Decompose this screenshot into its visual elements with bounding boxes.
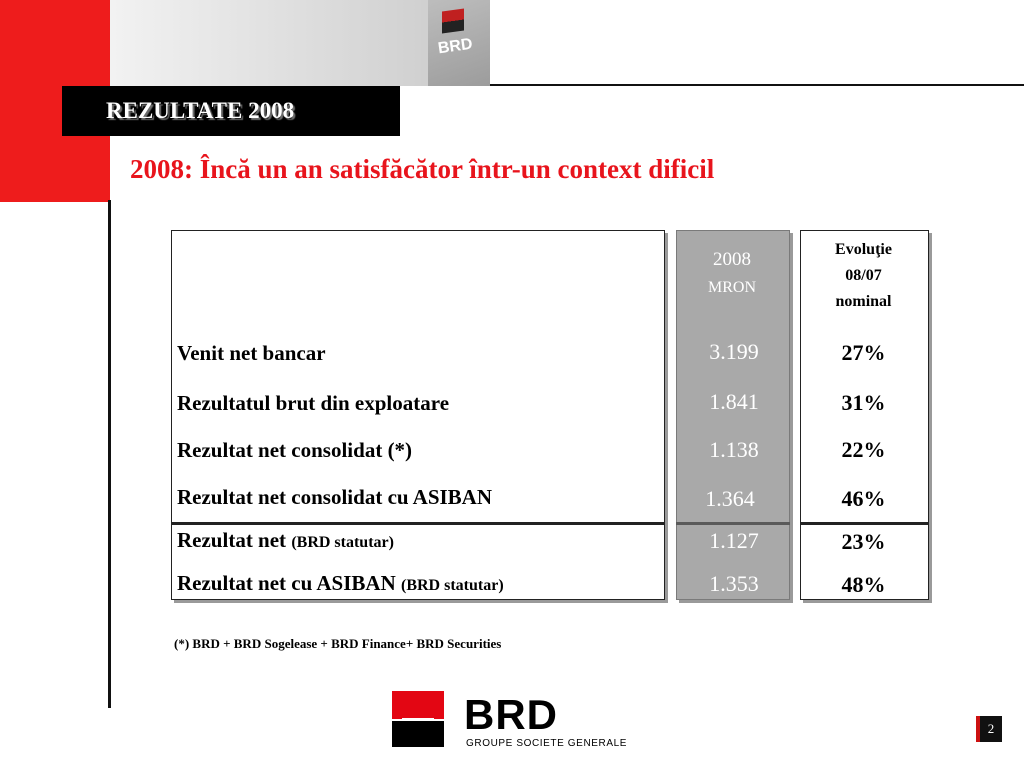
row-label-consolidat-asiban: Rezultat net consolidat cu ASIBAN: [177, 485, 493, 509]
row-evolution-venit: 27%: [841, 340, 886, 365]
brd-logo-bar: [402, 718, 434, 720]
title-bar: REZULTATE 2008: [62, 86, 400, 136]
row-label-net-asiban-statutar: Rezultat net cu ASIBAN (BRD statutar): [177, 571, 504, 595]
page-number: 2: [976, 716, 1002, 742]
row-value-consolidat-asiban: 1.364: [705, 486, 755, 511]
row-label-brut: Rezultatul brut din exploatare: [177, 391, 450, 415]
values-box: [676, 230, 790, 600]
brd-logo-black-square: [392, 721, 444, 747]
footnote: (*) BRD + BRD Sogelease + BRD Finance+ B…: [174, 636, 502, 651]
brd-logo-wordmark: BRD: [464, 691, 558, 738]
evolution-header-line3: nominal: [835, 293, 892, 310]
row-value-brut: 1.841: [709, 389, 759, 414]
row-label-consolidat: Rezultat net consolidat (*): [177, 438, 413, 462]
slide-subtitle: 2008: Încă un an satisfăcător într-un co…: [130, 154, 715, 184]
row-label-net-statutar-suffix: (BRD statutar): [291, 534, 394, 551]
brd-logo-tagline: GROUPE SOCIETE GENERALE: [466, 738, 628, 749]
value-header-unit: MRON: [707, 279, 756, 296]
building-logo-icon: [442, 8, 464, 34]
side-rule: [108, 200, 111, 708]
page-title: REZULTATE 2008: [106, 98, 295, 123]
evolution-separator: [800, 522, 929, 525]
row-evolution-brut: 31%: [841, 390, 886, 415]
brd-logo-red-square: [392, 691, 444, 719]
evolution-box: [800, 230, 929, 600]
row-evolution-consolidat: 22%: [841, 437, 886, 462]
row-value-consolidat: 1.138: [709, 437, 759, 462]
labels-separator: [171, 522, 665, 525]
row-evolution-consolidat-asiban: 46%: [841, 486, 886, 511]
labels-box: [171, 230, 665, 600]
building-photo: BRD: [428, 0, 490, 86]
building-logo-text: BRD: [436, 35, 474, 58]
row-label-net-asiban-statutar-suffix: (BRD statutar): [401, 577, 504, 594]
values-separator: [676, 522, 790, 525]
row-evolution-net-statutar: 23%: [841, 529, 886, 554]
row-value-net-statutar: 1.127: [709, 528, 759, 553]
row-label-venit: Venit net bancar: [177, 341, 326, 365]
header-rule: [490, 84, 1024, 86]
row-evolution-net-asiban-statutar: 48%: [841, 572, 886, 597]
row-label-net-statutar: Rezultat net (BRD statutar): [177, 528, 394, 552]
evolution-header-line1: Evoluţie: [835, 241, 892, 258]
header-photo: BRD: [110, 0, 490, 86]
row-value-net-asiban-statutar: 1.353: [709, 571, 759, 596]
value-header-year: 2008: [713, 249, 751, 270]
evolution-header-line2: 08/07: [845, 267, 882, 284]
row-value-venit: 3.199: [709, 339, 759, 364]
